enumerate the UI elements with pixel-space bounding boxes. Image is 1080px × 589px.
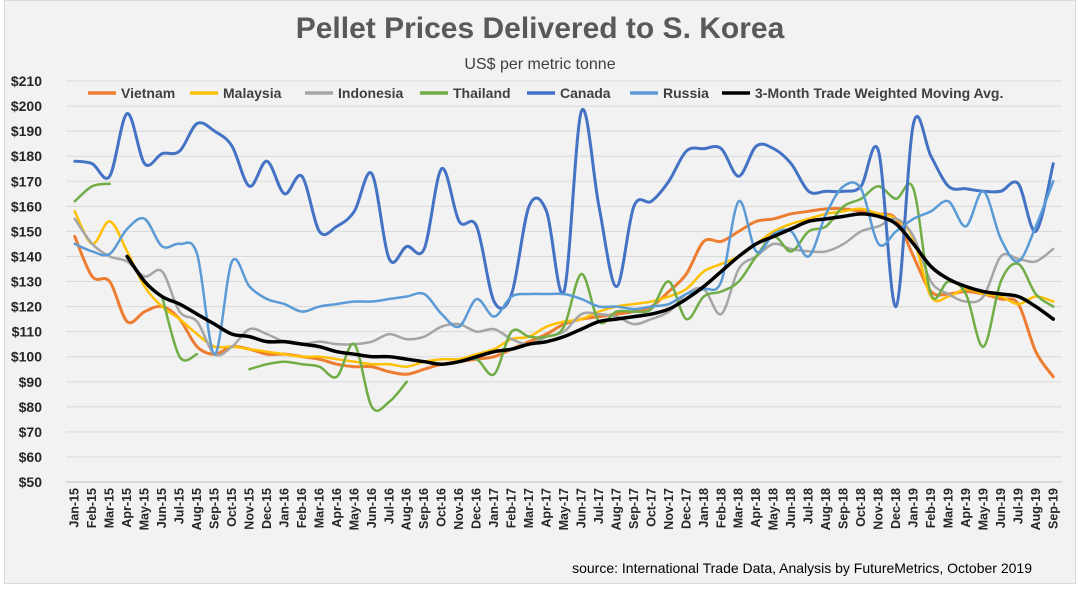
series-line-russia: [73, 180, 1055, 356]
x-tick-label: Mar-16: [312, 488, 326, 528]
x-tick-label: Feb-16: [295, 488, 309, 528]
x-tick-label: Sep-15: [208, 488, 222, 529]
legend-label-3-month-trade-weighted-moving-avg: 3-Month Trade Weighted Moving Avg.: [755, 85, 1003, 101]
y-tick-label: $90: [19, 374, 43, 390]
x-tick-label: Jan-19: [906, 488, 920, 528]
gridlines: [66, 80, 1062, 483]
y-tick-label: $130: [11, 274, 42, 290]
x-tick-label: Nov-17: [662, 488, 676, 530]
legend-label-malaysia: Malaysia: [223, 85, 282, 101]
x-tick-label: May-19: [976, 488, 990, 530]
x-tick-label: Jun-17: [574, 488, 588, 528]
x-tick-label: Nov-15: [242, 488, 256, 530]
x-tick-label: Aug-15: [190, 488, 204, 530]
x-axis: Jan-15 Feb-15 Mar-15 Apr-15 May-15 Jun-15 Jul-…: [68, 488, 1061, 530]
y-tick-label: $180: [11, 148, 42, 164]
x-tick-label: Apr-19: [959, 488, 973, 528]
x-tick-label: Apr-18: [749, 488, 763, 528]
legend-label-russia: Russia: [663, 85, 709, 101]
x-tick-label: Sep-16: [417, 488, 431, 529]
series-line-3-month-trade-weighted-moving-avg: [125, 212, 1056, 366]
series-line-thailand: [248, 342, 408, 412]
y-tick-label: $170: [11, 173, 42, 189]
y-axis: $50 $60 $70 $80 $90 $100 $110 $120 $130 $140 $150 $…: [11, 73, 42, 490]
y-tick-label: $150: [11, 223, 42, 239]
x-tick-label: Jul-15: [173, 488, 187, 524]
x-tick-label: Jan-16: [277, 488, 291, 528]
legend-label-thailand: Thailand: [453, 85, 511, 101]
x-tick-label: Dec-15: [260, 488, 274, 529]
x-tick-label: May-15: [138, 488, 152, 530]
chart-title: Pellet Prices Delivered to S. Korea: [295, 12, 785, 45]
y-tick-label: $60: [19, 449, 43, 465]
x-tick-label: Dec-17: [679, 488, 693, 529]
x-tick-label: Aug-19: [1029, 488, 1043, 530]
legend-label-indonesia: Indonesia: [338, 85, 404, 101]
x-tick-label: Nov-18: [872, 488, 886, 530]
series-lines: [73, 107, 1056, 412]
x-tick-label: May-18: [767, 488, 781, 530]
x-tick-label: Jul-19: [1011, 488, 1025, 524]
x-tick-label: Jan-17: [487, 488, 501, 528]
x-tick-label: Dec-16: [470, 488, 484, 529]
series-line-thailand: [160, 295, 199, 362]
x-tick-label: Nov-16: [452, 488, 466, 530]
x-tick-label: Dec-18: [889, 488, 903, 529]
x-tick-label: Aug-16: [400, 488, 414, 530]
x-tick-label: Oct-15: [225, 488, 239, 527]
x-tick-label: Aug-17: [609, 488, 623, 530]
y-tick-label: $110: [12, 324, 43, 340]
x-tick-label: May-17: [557, 488, 571, 530]
x-tick-label: Apr-17: [540, 488, 554, 528]
y-tick-label: $140: [11, 248, 42, 264]
x-tick-label: Sep-19: [1046, 488, 1060, 529]
x-tick-label: Jul-16: [382, 488, 396, 524]
chart-subtitle: US$ per metric tonne: [464, 56, 616, 73]
x-tick-label: Apr-15: [120, 488, 134, 528]
x-tick-label: Sep-18: [837, 488, 851, 529]
x-tick-label: Jun-16: [365, 488, 379, 528]
x-tick-label: Jan-18: [697, 488, 711, 528]
series-line-thailand: [73, 182, 111, 203]
x-tick-label: Feb-18: [714, 488, 728, 528]
source-note: source: International Trade Data, Analys…: [572, 560, 1032, 576]
legend: Vietnam Malaysia Indonesia Thailand Canada Ru…: [88, 85, 1003, 101]
x-tick-label: Oct-18: [854, 488, 868, 527]
y-tick-label: $50: [19, 474, 43, 490]
x-tick-label: Jul-17: [592, 488, 606, 524]
y-tick-label: $80: [19, 399, 43, 415]
legend-label-vietnam: Vietnam: [121, 85, 175, 101]
x-tick-label: Mar-18: [732, 488, 746, 528]
x-tick-label: Feb-15: [85, 488, 99, 528]
x-tick-label: Jan-15: [68, 488, 82, 528]
x-tick-label: May-16: [347, 488, 361, 530]
x-tick-label: Oct-17: [644, 488, 658, 527]
y-tick-label: $70: [19, 424, 43, 440]
y-tick-label: $210: [11, 73, 42, 89]
legend-label-canada: Canada: [560, 85, 611, 101]
chart-area: [4, 0, 1076, 584]
x-tick-label: Feb-17: [505, 488, 519, 528]
y-tick-label: $120: [11, 299, 42, 315]
x-tick-label: Oct-16: [435, 488, 449, 527]
x-tick-label: Sep-17: [627, 488, 641, 529]
x-tick-label: Aug-18: [819, 488, 833, 530]
x-tick-label: Apr-16: [330, 488, 344, 528]
x-tick-label: Jul-18: [802, 488, 816, 524]
y-tick-label: $100: [11, 349, 42, 365]
y-tick-label: $190: [11, 123, 42, 139]
x-tick-label: Feb-19: [924, 488, 938, 528]
x-tick-label: Mar-19: [941, 488, 955, 528]
x-tick-label: Jun-15: [155, 488, 169, 528]
y-tick-label: $160: [11, 198, 42, 214]
series-line-malaysia: [73, 207, 1055, 368]
x-tick-label: Mar-15: [103, 488, 117, 528]
x-tick-label: Jun-19: [994, 488, 1008, 528]
x-tick-label: Jun-18: [784, 488, 798, 528]
x-tick-label: Mar-17: [522, 488, 536, 528]
series-line-canada: [73, 107, 1055, 310]
y-tick-label: $200: [11, 98, 42, 114]
